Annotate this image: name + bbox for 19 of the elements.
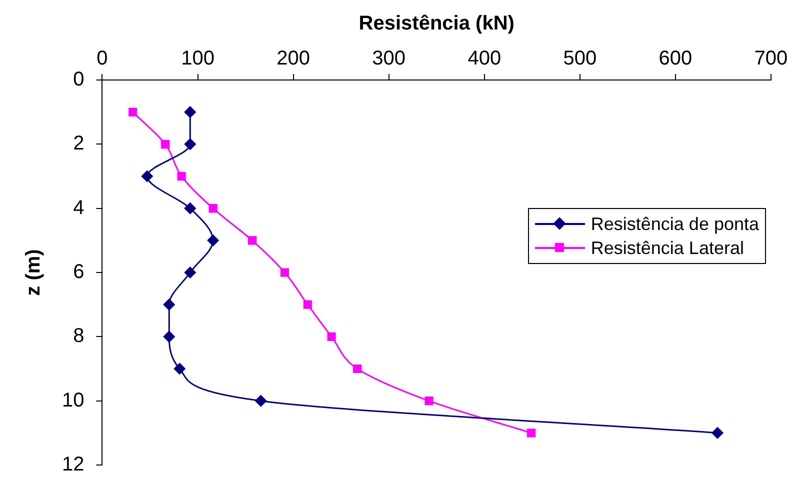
legend-label: Resistência Lateral	[590, 237, 744, 260]
x-tick-label: 600	[658, 48, 692, 70]
y-tick-label: 6	[73, 261, 84, 284]
y-axis-title: z (m)	[22, 249, 45, 296]
x-tick-label: 100	[181, 48, 214, 70]
y-tick-label: 4	[73, 196, 84, 219]
y-tick-label: 12	[62, 454, 84, 476]
x-axis-title: Resistência (kN)	[358, 12, 514, 35]
y-tick-label: 10	[62, 389, 84, 412]
legend-label: Resistência de ponta	[590, 213, 759, 236]
x-tick-label: 500	[563, 48, 597, 70]
x-tick-label: 700	[754, 48, 788, 70]
x-tick-label: 300	[372, 48, 406, 70]
x-tick-label: 400	[468, 48, 502, 70]
y-tick-label: 2	[73, 132, 84, 155]
y-tick-label: 0	[73, 68, 84, 91]
y-tick-label: 8	[73, 325, 84, 348]
x-tick-label: 0	[96, 48, 108, 70]
x-tick-label: 200	[276, 48, 310, 70]
